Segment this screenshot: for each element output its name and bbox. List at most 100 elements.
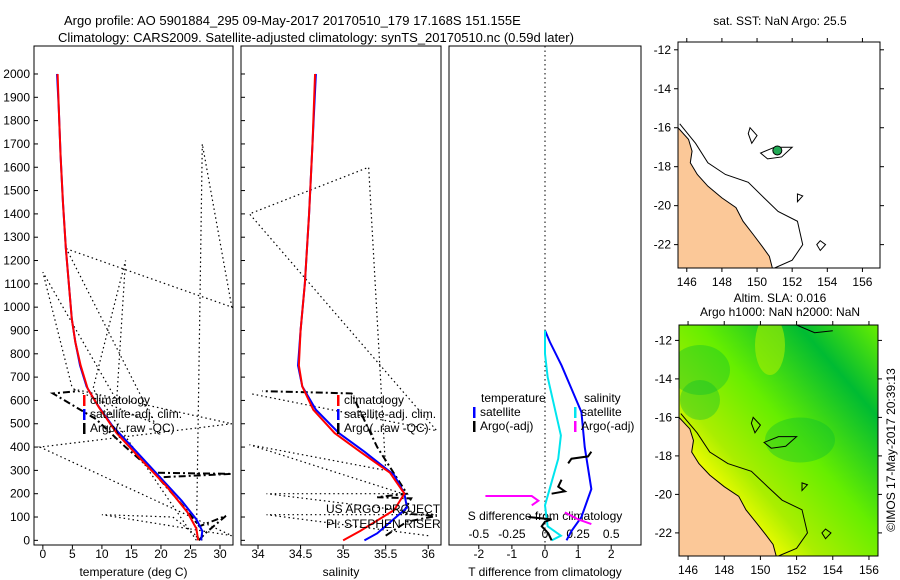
reef-contour — [680, 413, 808, 556]
t-diff-legend-label: satellite — [480, 405, 521, 419]
island-contour — [801, 482, 809, 492]
salinity-x-tick-label: 35.5 — [374, 547, 398, 561]
difference-series-t-argo--adj--mid — [567, 451, 593, 464]
salinity-x-tick-label: 35 — [336, 547, 350, 561]
depth-axis-tick-label: 2000 — [3, 67, 30, 81]
temperature-series-satellite-adj--clim- — [56, 73, 204, 541]
sla-low-anomaly — [765, 417, 835, 463]
salinity-legend-swatch — [337, 409, 340, 420]
depth-axis-tick-label: 300 — [10, 463, 30, 477]
sla-map-y-tick-label: -22 — [655, 526, 673, 540]
sst-map-y-tick-label: -16 — [654, 121, 672, 135]
depth-axis-tick-label: 1000 — [3, 300, 30, 314]
temperature-x-tick-label: 30 — [213, 547, 227, 561]
island-contour — [796, 193, 804, 204]
figure-title-line1: Argo profile: AO 5901884_295 09-May-2017… — [64, 13, 521, 28]
t-diff-legend-swatch — [473, 407, 476, 418]
depth-axis-tick-label: 900 — [10, 323, 30, 337]
temperature-x-tick-label: 15 — [125, 547, 139, 561]
salinity-series-argo---raw--qc- — [262, 390, 437, 537]
sst-map-y-tick-label: -18 — [654, 160, 672, 174]
island-contour — [816, 240, 827, 252]
t-diff-legend-swatch — [473, 421, 476, 432]
t-diff-x-tick-label: -1 — [507, 547, 518, 561]
depth-axis-tick-label: 1900 — [3, 90, 30, 104]
figure-title-line2: Climatology: CARS2009. Satellite-adjuste… — [58, 30, 574, 45]
salinity-legend-swatch — [337, 423, 340, 434]
s-diff-legend-label: Argo(-adj) — [581, 419, 634, 433]
depth-axis-tick-label: 800 — [10, 347, 30, 361]
depth-axis-tick-label: 1300 — [3, 230, 30, 244]
sla-map-y-tick-label: -18 — [655, 449, 673, 463]
sla-map-content — [679, 325, 878, 556]
sst-map-y-tick-label: -14 — [654, 82, 672, 96]
depth-axis-tick-label: 0 — [23, 533, 30, 547]
temperature-x-label: temperature (deg C) — [79, 565, 187, 579]
pi-annotation: PI: STEPHEN RISER — [326, 517, 441, 531]
sst-map-x-tick-label: 156 — [852, 275, 872, 289]
depth-axis-tick-label: 600 — [10, 393, 30, 407]
temperature-legend-label: climatology — [90, 393, 150, 407]
sst-map-x-tick-label: 146 — [677, 275, 697, 289]
temperature-series-climatology — [56, 73, 200, 541]
salinity-series-satellite-adj--clim- — [297, 73, 409, 542]
sla-map-y-tick-label: -12 — [655, 333, 673, 347]
temperature-x-tick-label: 5 — [69, 547, 76, 561]
t-diff-legend-label: Argo(-adj) — [480, 419, 533, 433]
sla-map-subtitle: Argo h1000: NaN h2000: NaN — [700, 305, 860, 319]
depth-axis-tick-label: 1600 — [3, 160, 30, 174]
s-diff-tick-label: -0.5 — [468, 527, 489, 541]
temperature-x-tick-label: 0 — [40, 547, 47, 561]
temperature-panel-frame — [33, 45, 234, 546]
salinity-legend-label: satellite-adj. clim. — [344, 407, 436, 421]
t-diff-x-label: T difference from climatology — [468, 565, 622, 579]
s-diff-tick-label: 0.5 — [603, 527, 620, 541]
sst-map-x-tick-label: 150 — [747, 275, 767, 289]
sla-map-y-tick-label: -14 — [655, 372, 673, 386]
depth-axis-tick-label: 1800 — [3, 114, 30, 128]
land-mass — [679, 416, 777, 556]
temperature-legend-label: Argo(..raw -QC) — [90, 421, 175, 435]
temperature-series-argo-raw — [37, 143, 233, 543]
reef-contour — [679, 123, 804, 268]
temperature-x-tick-label: 20 — [154, 547, 168, 561]
legend-header-salinity: salinity — [584, 391, 621, 405]
sla-map-x-tick-label: 154 — [823, 563, 843, 577]
legend-header-temperature: temperature — [481, 391, 546, 405]
sst-map-x-tick-label: 148 — [712, 275, 732, 289]
salinity-panel-frame — [240, 45, 442, 546]
temperature-legend-label: satellite-adj. clim. — [90, 407, 182, 421]
depth-axis-tick-label: 400 — [10, 440, 30, 454]
island-contour — [821, 528, 832, 540]
png-coast — [808, 42, 815, 43]
salinity-x-tick-label: 34.5 — [289, 547, 313, 561]
sla-map-x-tick-label: 148 — [714, 563, 734, 577]
difference-series-s-argo--adj--top — [564, 511, 592, 525]
difference-series-s-satellite — [543, 330, 563, 542]
temperature-x-tick-label: 10 — [95, 547, 109, 561]
island-contour — [763, 436, 798, 449]
sla-map-x-tick-label: 146 — [678, 563, 698, 577]
argo-float-marker — [772, 145, 783, 156]
island-contour — [747, 126, 758, 145]
temperature-legend-swatch — [83, 423, 86, 434]
salinity-series-climatology — [297, 73, 406, 542]
depth-axis-tick-label: 1200 — [3, 254, 30, 268]
sst-map-y-tick-label: -20 — [654, 199, 672, 213]
sla-map-x-tick-label: 152 — [787, 563, 807, 577]
depth-axis-tick-label: 700 — [10, 370, 30, 384]
sla-map-y-tick-label: -16 — [655, 410, 673, 424]
sst-map-x-tick-label: 152 — [782, 275, 802, 289]
difference-series-t-satellite — [544, 330, 593, 541]
sla-high-anomaly — [755, 325, 785, 375]
temperature-legend-swatch — [83, 395, 86, 406]
depth-axis-tick-label: 500 — [10, 417, 30, 431]
salinity-x-tick-label: 36 — [422, 547, 436, 561]
s-diff-legend-label: satellite — [581, 405, 622, 419]
salinity-legend-swatch — [337, 395, 340, 406]
salinity-legend-label: Argo(..raw -QC) — [344, 421, 429, 435]
s-diff-tick-label: 0 — [542, 527, 549, 541]
salinity-legend-label: climatology — [344, 393, 404, 407]
